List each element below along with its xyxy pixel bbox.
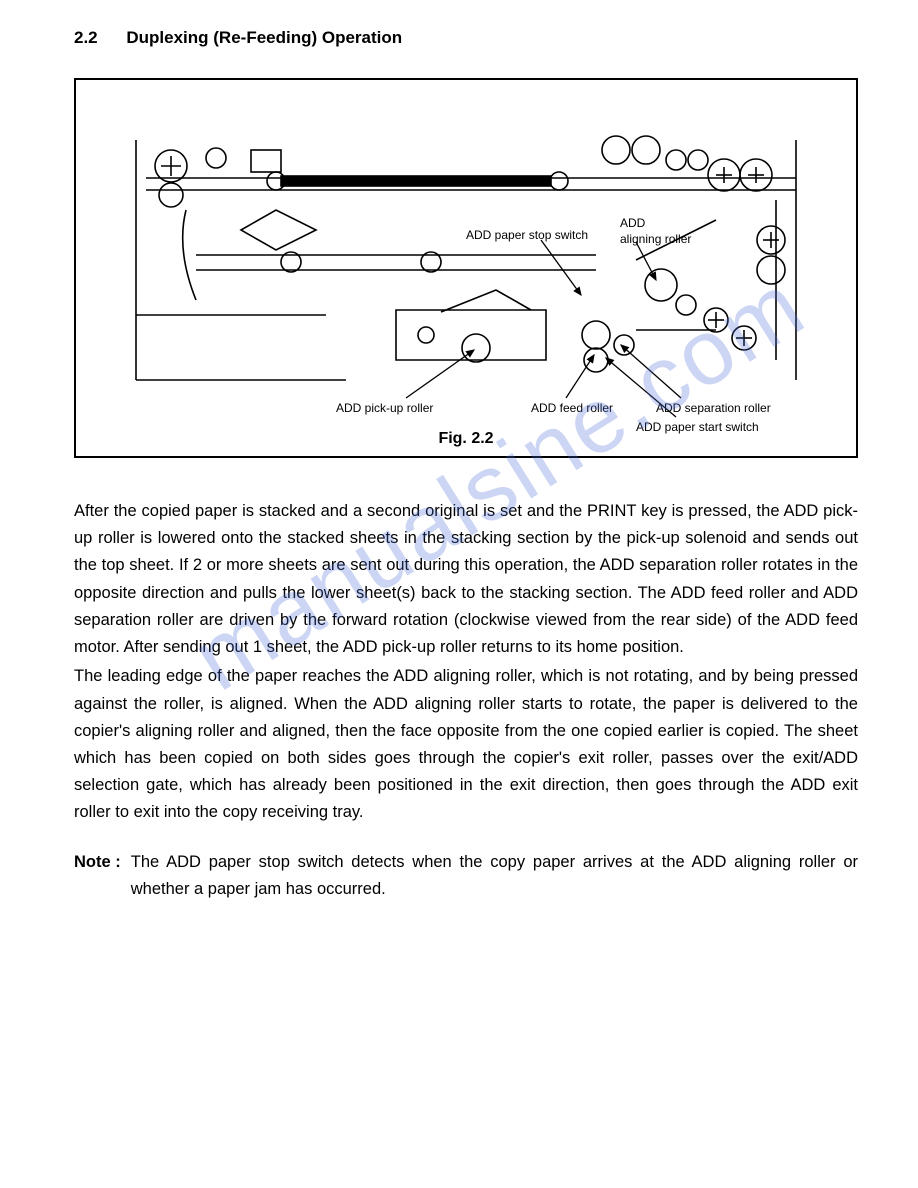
label-feed-roller: ADD feed roller: [531, 401, 613, 415]
figure-box: ADD paper stop switch ADD aligning rolle…: [74, 78, 858, 458]
note-block: Note : The ADD paper stop switch detects…: [74, 849, 858, 903]
callout-arrows: [406, 240, 681, 417]
paragraph-1: After the copied paper is stacked and a …: [74, 498, 858, 661]
note-label: Note :: [74, 849, 121, 903]
figure-caption: Fig. 2.2: [76, 430, 856, 448]
body-text: After the copied paper is stacked and a …: [74, 498, 858, 827]
section-title: Duplexing (Re-Feeding) Operation: [126, 28, 402, 47]
document-page: 2.2 Duplexing (Re-Feeding) Operation: [0, 0, 918, 1188]
label-separation-roller: ADD separation roller: [656, 401, 771, 415]
note-text: The ADD paper stop switch detects when t…: [131, 849, 858, 903]
label-aligning-roller-2: aligning roller: [620, 232, 691, 246]
section-number: 2.2: [74, 28, 98, 48]
label-aligning-roller-1: ADD: [620, 216, 645, 230]
section-header: 2.2 Duplexing (Re-Feeding) Operation: [74, 28, 858, 48]
mechanical-diagram: [76, 80, 856, 456]
label-pickup-roller: ADD pick-up roller: [336, 401, 433, 415]
label-paper-stop-switch: ADD paper stop switch: [466, 228, 588, 242]
paragraph-2: The leading edge of the paper reaches th…: [74, 663, 858, 826]
